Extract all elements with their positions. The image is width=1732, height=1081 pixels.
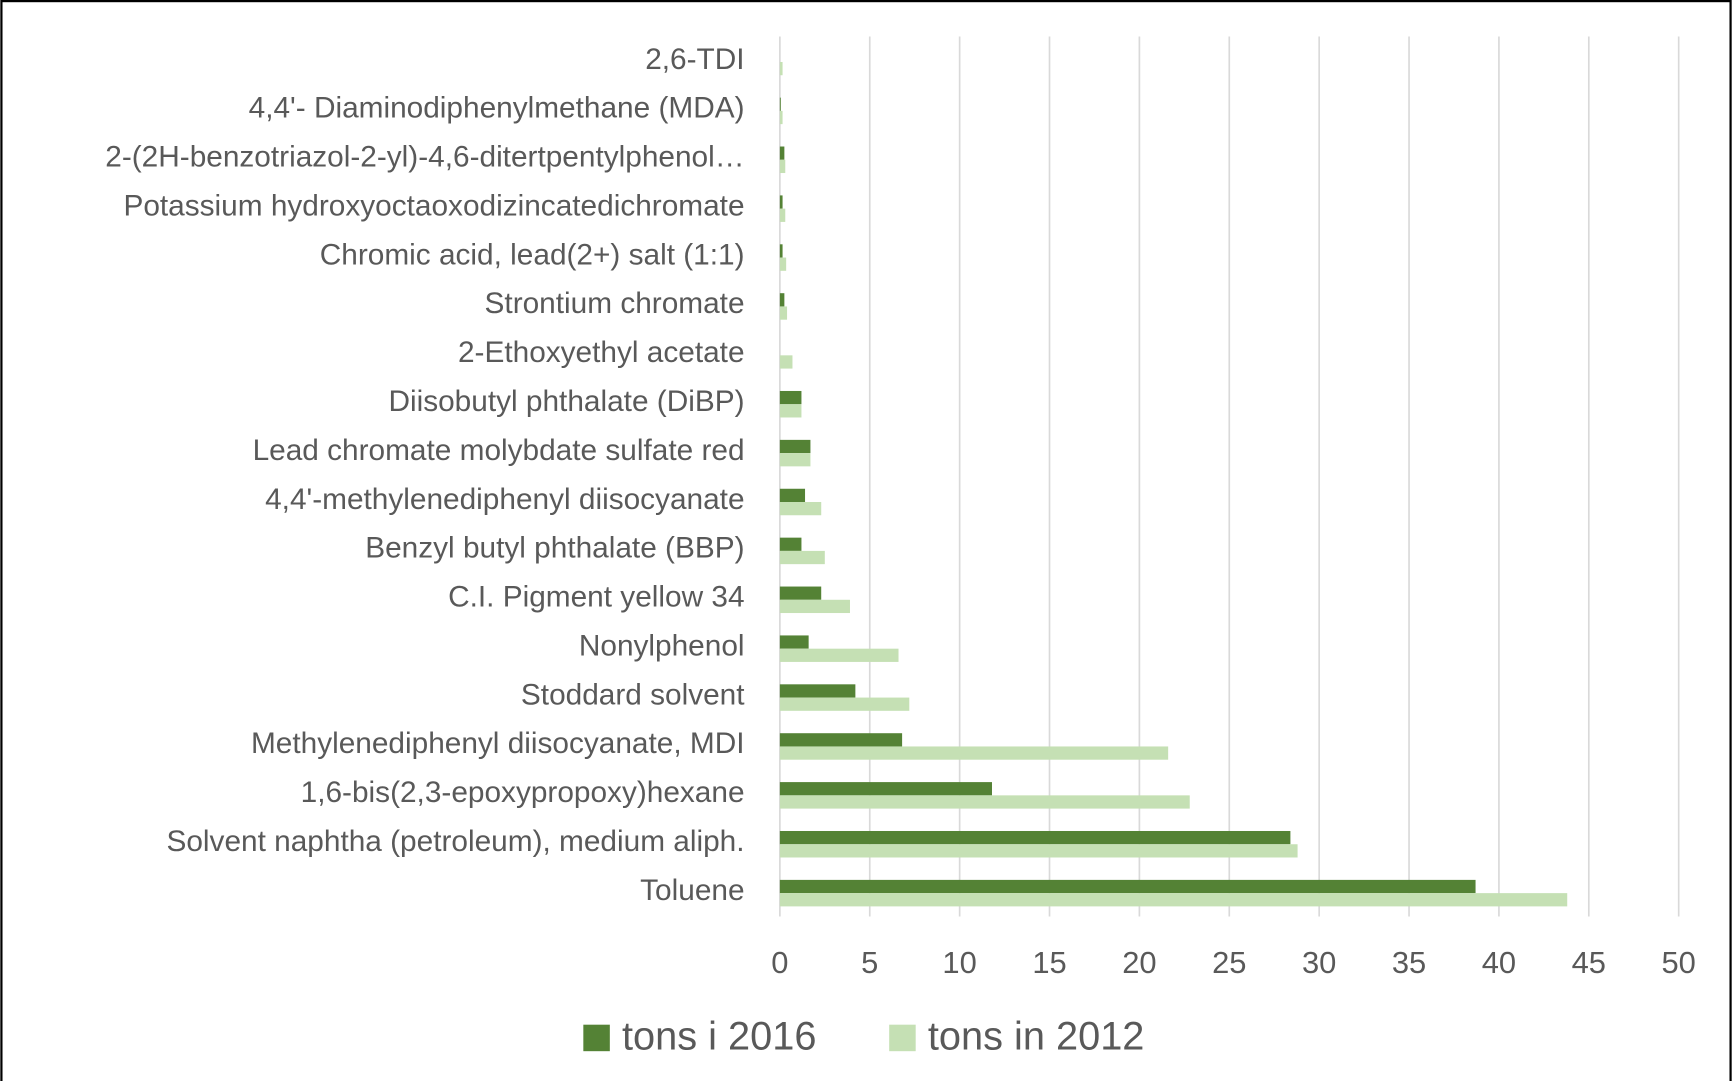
- y-tick-label: Strontium chromate: [485, 287, 745, 320]
- x-tick-label: 15: [1032, 945, 1066, 980]
- y-tick-label: Methylenediphenyl diisocyanate, MDI: [251, 727, 745, 760]
- bar: [779, 502, 822, 516]
- bar: [779, 635, 809, 649]
- bar: [779, 893, 1568, 907]
- bar: [779, 453, 811, 467]
- bar: [779, 244, 783, 258]
- bar: [779, 195, 783, 209]
- bar: [779, 733, 903, 747]
- y-tick-label: Potassium hydroxyoctaoxodizincatedichrom…: [123, 189, 744, 222]
- x-tick-label: 0: [771, 945, 788, 980]
- x-tick-label: 35: [1392, 945, 1426, 980]
- y-tick-label: Stoddard solvent: [521, 678, 745, 711]
- bar: [779, 746, 1169, 760]
- bar: [779, 293, 785, 307]
- bar: [779, 61, 783, 76]
- y-tick-label: Solvent naphtha (petroleum), medium alip…: [166, 825, 744, 858]
- bar: [779, 390, 802, 405]
- legend-swatch: [889, 1024, 916, 1052]
- y-tick-label: Diisobutyl phthalate (DiBP): [388, 385, 744, 418]
- bar: [779, 782, 992, 796]
- y-tick-label: 4,4'- Diaminodiphenylmethane (MDA): [249, 92, 745, 125]
- bar: [779, 844, 1298, 858]
- bar: [779, 404, 802, 418]
- bar: [779, 208, 786, 222]
- legend-label: tons i 2016: [622, 1015, 816, 1059]
- bar: [779, 439, 811, 454]
- bar: [779, 550, 825, 565]
- bar: [779, 159, 786, 174]
- y-tick-label: 2-(2H-benzotriazol-2-yl)-4,6-ditertpenty…: [105, 141, 744, 174]
- bar: [779, 306, 788, 320]
- x-tick-label: 50: [1661, 945, 1695, 980]
- bar: [779, 830, 1291, 845]
- bar: [779, 110, 783, 125]
- bar: [779, 146, 785, 160]
- y-tick-label: Benzyl butyl phthalate (BBP): [365, 532, 744, 565]
- y-tick-label: Chromic acid, lead(2+) salt (1:1): [320, 238, 745, 271]
- y-tick-label: Lead chromate molybdate sulfate red: [253, 434, 745, 467]
- x-tick-label: 5: [861, 945, 878, 980]
- y-tick-label: C.I. Pigment yellow 34: [448, 581, 744, 614]
- y-tick-label: 4,4'-methylenediphenyl diisocyanate: [265, 483, 744, 516]
- bar: [779, 537, 802, 551]
- x-tick-label: 40: [1482, 945, 1516, 980]
- y-tick-label: 1,6-bis(2,3-epoxypropoxy)hexane: [301, 776, 745, 809]
- bar: [779, 879, 1476, 894]
- legend-label: tons in 2012: [928, 1015, 1145, 1059]
- x-tick-label: 10: [942, 945, 976, 980]
- bar: [779, 684, 856, 698]
- bar: [779, 355, 793, 369]
- x-tick-label: 30: [1302, 945, 1336, 980]
- legend-swatch: [583, 1024, 610, 1052]
- x-tick-label: 25: [1212, 945, 1246, 980]
- bar: [779, 697, 910, 711]
- y-tick-label: Nonylphenol: [579, 629, 745, 662]
- x-tick-label: 20: [1122, 945, 1156, 980]
- bar: [779, 599, 850, 614]
- y-tick-label: 2-Ethoxyethyl acetate: [458, 336, 745, 369]
- bar: [779, 795, 1190, 809]
- bar: [779, 257, 787, 271]
- bar: [779, 97, 781, 111]
- y-tick-label: Toluene: [640, 874, 744, 907]
- bar: [779, 488, 806, 503]
- bar: [779, 648, 899, 662]
- x-tick-label: 45: [1572, 945, 1606, 980]
- y-tick-label: 2,6-TDI: [645, 43, 744, 76]
- bar: [779, 586, 822, 600]
